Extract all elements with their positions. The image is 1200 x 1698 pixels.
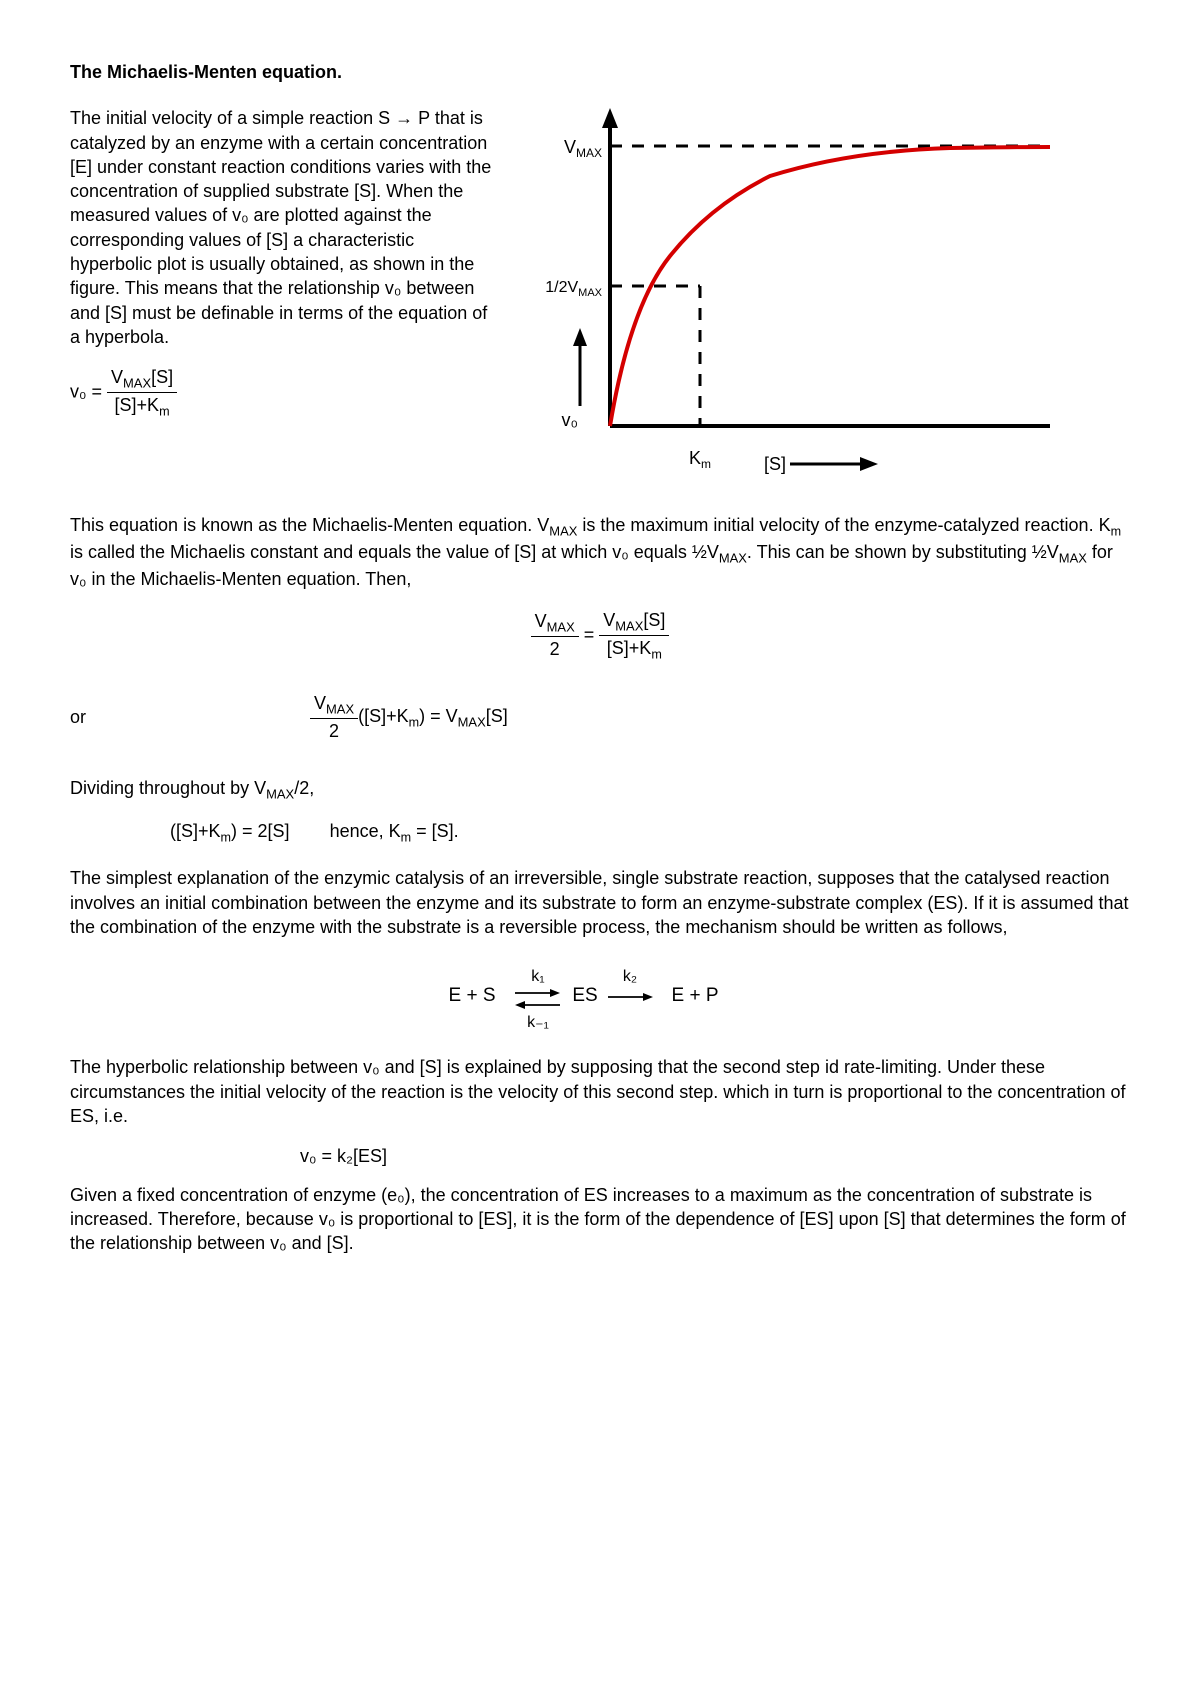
paragraph-3: Dividing throughout by VMAX/2, — [70, 776, 1130, 803]
equation-2: VMAX 2 = VMAX[S] [S]+Km — [70, 608, 1130, 664]
label-km: Km — [689, 448, 711, 471]
intro-paragraph: The initial velocity of a simple reactio… — [70, 106, 500, 349]
paragraph-2: This equation is known as the Michaelis-… — [70, 513, 1130, 592]
label-s: [S] — [764, 454, 786, 474]
or-label: or — [70, 705, 250, 729]
label-vmax: VMAX — [564, 137, 602, 160]
svg-text:E + P: E + P — [672, 985, 719, 1006]
equation-5: v₀ = k₂[ES] — [70, 1144, 1130, 1168]
equation-4: ([S]+Km) = 2[S] hence, Km = [S]. — [70, 819, 1130, 847]
chart-svg: VMAX 1/2VMAX v₀ Km [S] — [530, 106, 1090, 506]
label-v0: v₀ — [562, 410, 578, 430]
s-arrow-head — [860, 457, 878, 471]
paragraph-6: Given a fixed concentration of enzyme (e… — [70, 1183, 1130, 1256]
v0-arrow-head — [573, 328, 587, 346]
svg-text:k₂: k₂ — [623, 968, 637, 985]
mechanism: E + S k₁ k₋₁ ES k₂ E + P — [70, 955, 1130, 1041]
mm-chart: VMAX 1/2VMAX v₀ Km [S] — [530, 106, 1130, 512]
svg-text:E + S: E + S — [449, 985, 496, 1006]
paragraph-5: The hyperbolic relationship between v₀ a… — [70, 1055, 1130, 1128]
equation-3-row: or VMAX 2 ([S]+Km) = VMAX[S] — [70, 677, 1130, 757]
svg-text:k₋₁: k₋₁ — [527, 1014, 549, 1031]
y-axis-arrow — [602, 108, 618, 128]
svg-text:ES: ES — [572, 985, 597, 1006]
paragraph-4: The simplest explanation of the enzymic … — [70, 866, 1130, 939]
label-halfvmax: 1/2VMAX — [545, 279, 602, 299]
svg-text:k₁: k₁ — [531, 968, 544, 985]
top-row: The initial velocity of a simple reactio… — [70, 106, 1130, 512]
equation-1: v₀ = VMAX[S] [S]+Km — [70, 365, 500, 421]
eq1-lhs: v₀ = — [70, 382, 102, 402]
page-title: The Michaelis-Menten equation. — [70, 60, 1130, 84]
